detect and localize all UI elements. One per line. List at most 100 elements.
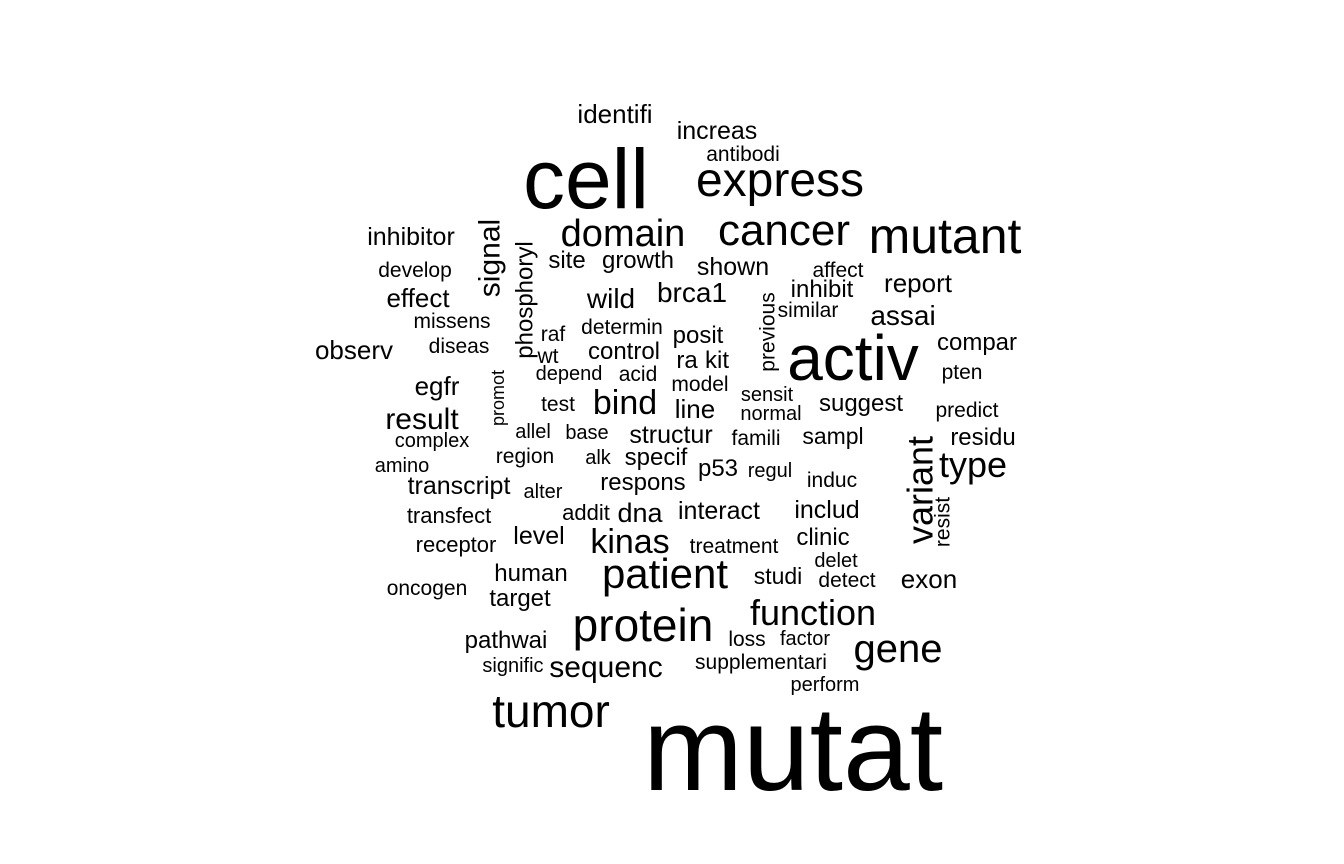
word-allel: allel <box>515 421 551 443</box>
word-previous: previous <box>757 292 780 371</box>
word-supplementari: supplementari <box>695 651 827 674</box>
word-wild: wild <box>586 283 635 314</box>
word-loss: loss <box>728 628 765 651</box>
word-missens: missens <box>413 310 490 333</box>
word-cell: cell <box>523 132 649 226</box>
word-sampl: sampl <box>802 423 863 449</box>
word-pathwai: pathwai <box>465 627 548 654</box>
word-human: human <box>494 560 567 587</box>
word-residu: residu <box>950 424 1015 451</box>
word-similar: similar <box>778 299 839 322</box>
word-transcript: transcript <box>408 472 511 500</box>
word-receptor: receptor <box>416 532 497 557</box>
word-antibodi: antibodi <box>706 143 780 166</box>
word-factor: factor <box>780 628 830 650</box>
word-respons: respons <box>600 469 685 496</box>
word-mutant: mutant <box>869 208 1022 264</box>
word-effect: effect <box>386 283 450 313</box>
word-studi: studi <box>754 563 803 589</box>
word-amino: amino <box>375 455 429 477</box>
word-perform: perform <box>791 674 860 696</box>
word-wt: wt <box>537 345 559 368</box>
word-includ: includ <box>794 496 859 524</box>
word-transfect: transfect <box>407 503 491 528</box>
word-exon: exon <box>901 564 957 594</box>
word-result: result <box>385 403 459 436</box>
word-affect: affect <box>813 259 864 282</box>
word-bind: bind <box>593 384 657 422</box>
word-inhibitor: inhibitor <box>367 223 455 251</box>
word-brca1: brca1 <box>657 277 727 308</box>
word-patient: patient <box>602 550 728 597</box>
word-dna: dna <box>617 498 663 528</box>
word-target: target <box>489 585 551 612</box>
word-egfr: egfr <box>415 371 460 401</box>
word-level: level <box>513 522 564 550</box>
word-cancer: cancer <box>718 206 850 255</box>
word-p53: p53 <box>698 455 738 482</box>
word-model: model <box>671 373 728 396</box>
word-specif: specif <box>625 444 688 471</box>
word-kit: kit <box>705 347 729 374</box>
word-develop: develop <box>378 259 452 282</box>
word-delet: delet <box>814 550 858 572</box>
word-famili: famili <box>731 427 780 450</box>
word-depend: depend <box>536 363 603 385</box>
word-variant: variant <box>900 436 941 544</box>
word-diseas: diseas <box>429 335 490 358</box>
word-signific: signific <box>482 655 543 677</box>
word-site: site <box>548 247 585 274</box>
word-test: test <box>541 393 575 416</box>
word-shown: shown <box>697 253 769 281</box>
word-resist: resist <box>932 497 955 547</box>
word-oncogen: oncogen <box>387 577 468 600</box>
word-domain: domain <box>561 213 686 255</box>
word-detect: detect <box>818 569 875 592</box>
word-sequenc: sequenc <box>549 651 662 684</box>
word-regul: regul <box>748 460 792 482</box>
word-posit: posit <box>673 322 724 349</box>
word-induc: induc <box>807 469 857 492</box>
word-mutat: mutat <box>643 682 943 816</box>
word-pten: pten <box>942 361 983 384</box>
word-treatment: treatment <box>690 535 779 558</box>
word-compar: compar <box>937 329 1017 356</box>
word-alter: alter <box>524 481 563 503</box>
word-acid: acid <box>619 363 658 386</box>
word-normal: normal <box>740 403 801 425</box>
word-increas: increas <box>677 117 758 145</box>
word-report: report <box>884 268 953 298</box>
word-phosphoryl: phosphoryl <box>512 241 539 358</box>
word-observ: observ <box>315 335 393 365</box>
word-activ: activ <box>787 322 919 394</box>
word-clinic: clinic <box>796 524 849 551</box>
word-complex: complex <box>395 430 469 452</box>
word-type: type <box>939 444 1007 485</box>
word-growth: growth <box>602 247 674 274</box>
word-base: base <box>565 422 608 444</box>
word-region: region <box>496 445 554 468</box>
word-express: express <box>696 154 864 207</box>
word-raf: raf <box>541 323 566 346</box>
word-ra: ra <box>676 347 698 374</box>
word-sensit: sensit <box>741 384 794 406</box>
word-promot: promot <box>488 370 508 426</box>
word-kinas: kinas <box>590 523 669 561</box>
word-assai: assai <box>870 300 935 331</box>
word-signal: signal <box>474 219 507 297</box>
word-gene: gene <box>854 627 943 671</box>
word-tumor: tumor <box>492 685 610 737</box>
word-suggest: suggest <box>819 390 903 417</box>
word-identifi: identifi <box>577 99 652 129</box>
word-interact: interact <box>678 497 760 525</box>
word-determin: determin <box>581 316 663 339</box>
word-function: function <box>750 592 876 633</box>
word-inhibit: inhibit <box>791 276 854 303</box>
word-protein: protein <box>573 599 714 651</box>
word-control: control <box>588 338 660 365</box>
word-alk: alk <box>585 447 612 469</box>
word-predict: predict <box>935 399 998 422</box>
word-line: line <box>675 394 715 424</box>
word-structur: structur <box>629 421 712 449</box>
